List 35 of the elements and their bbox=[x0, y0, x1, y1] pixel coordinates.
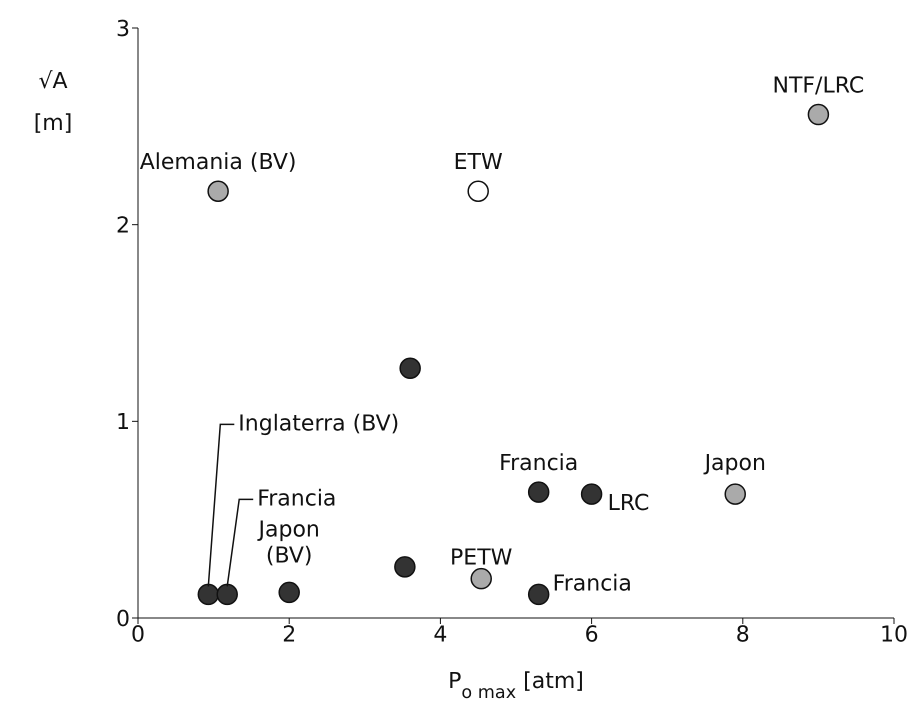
point bbox=[580, 483, 602, 505]
x-tick-label: 4 bbox=[433, 622, 448, 648]
annotation: Inglaterra (BV) bbox=[238, 411, 400, 436]
x-axis-title: P$_{o max}$ [atm] bbox=[448, 669, 584, 703]
annotation: Alemania (BV) bbox=[140, 150, 297, 176]
point bbox=[399, 357, 421, 379]
x-tick-label: 10 bbox=[880, 622, 908, 648]
annotation: LRC bbox=[608, 491, 650, 516]
point bbox=[394, 556, 416, 578]
annotation: Japon bbox=[702, 451, 766, 476]
annotation: Japon (BV) bbox=[256, 517, 320, 568]
point bbox=[528, 481, 550, 503]
y-tick-label: 1 bbox=[116, 410, 130, 436]
point bbox=[207, 180, 229, 202]
point bbox=[470, 568, 492, 590]
y-tick-label: 3 bbox=[116, 16, 130, 42]
y-axis-title: √A [m] bbox=[34, 69, 72, 136]
y-tick-label: 0 bbox=[116, 606, 130, 632]
annotation: ETW bbox=[454, 150, 503, 176]
x-tick-label: 8 bbox=[736, 622, 750, 648]
point bbox=[198, 584, 220, 606]
x-tick-label: 2 bbox=[282, 622, 296, 648]
point bbox=[808, 104, 830, 126]
point bbox=[278, 582, 300, 604]
annotation: Francia bbox=[257, 486, 336, 512]
annotation: Francia bbox=[552, 571, 632, 596]
point bbox=[724, 483, 746, 505]
y-tick-label: 2 bbox=[116, 213, 130, 238]
point bbox=[528, 584, 550, 606]
annotation: PETW bbox=[450, 546, 513, 571]
annotation: NTF/LRC bbox=[772, 74, 864, 99]
x-tick-label: 6 bbox=[584, 622, 599, 648]
annotation: Francia bbox=[499, 451, 578, 476]
point bbox=[216, 584, 238, 606]
point bbox=[467, 180, 489, 202]
